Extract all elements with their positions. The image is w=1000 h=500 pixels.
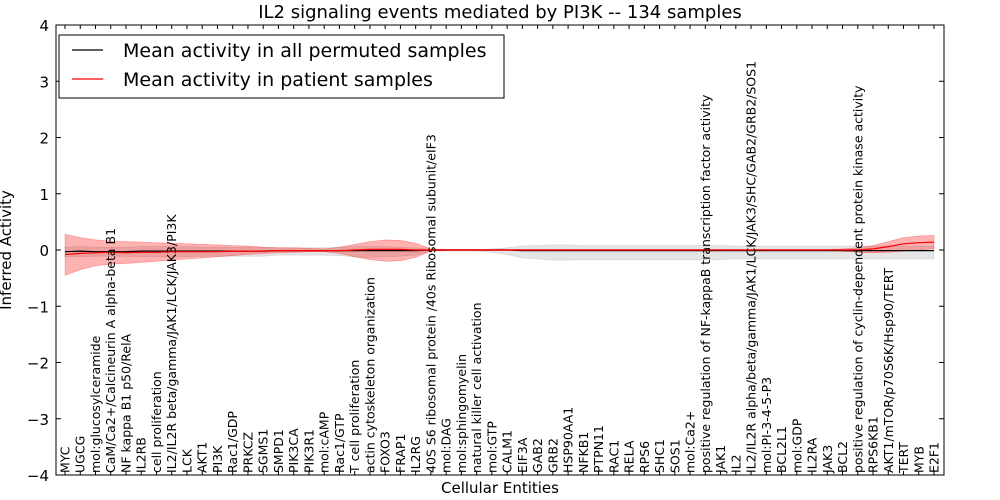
- x-tick-label: T cell proliferation: [347, 360, 362, 474]
- x-tick-label: LCK: [180, 448, 195, 473]
- x-tick-label: NF kappa B1 p50/RelA: [119, 333, 134, 473]
- series-line-patient: [64, 241, 935, 256]
- x-tick-label: EIF3A: [515, 437, 530, 473]
- x-tick-label: RPS6KB1: [866, 416, 881, 473]
- y-tick-label: −4: [27, 467, 49, 485]
- x-tick-label: SHC1: [652, 439, 667, 473]
- x-tick-label: AKT1: [195, 442, 210, 473]
- y-tick-label: −3: [27, 411, 49, 429]
- x-tick-label: FOXO3: [378, 431, 393, 473]
- x-tick-label: IL2RA: [805, 437, 820, 473]
- x-tick-label: NFKB1: [576, 432, 591, 473]
- y-tick-label: −1: [27, 298, 49, 316]
- x-tick-label: PIK3CA: [286, 428, 301, 473]
- x-tick-label: RELA: [622, 440, 637, 473]
- series-band-permuted: [64, 244, 935, 261]
- x-tick-label: PTPN11: [591, 425, 606, 473]
- x-tick-label: SMPD1: [271, 429, 286, 473]
- x-tick-label: FRAP1: [393, 434, 408, 473]
- x-tick-label: HSP90AA1: [561, 407, 576, 473]
- x-tick-label: mol:PI-3-4-5-P3: [759, 377, 774, 473]
- x-tick-label: Rac1/GTP: [332, 413, 347, 473]
- x-tick-label: cell proliferation: [149, 371, 164, 473]
- y-tick-label: 4: [39, 17, 49, 35]
- x-tick-label: mol:GDP: [789, 418, 804, 473]
- x-tick-label: BCL2L1: [774, 426, 789, 473]
- y-tick-label: 1: [39, 186, 49, 204]
- legend-label-permuted: Mean activity in all permuted samples: [123, 40, 486, 62]
- x-tick-label: GAB2: [530, 438, 545, 473]
- y-tick-label: −2: [27, 355, 49, 373]
- x-tick-label: mol:cAMP: [317, 411, 332, 473]
- x-tick-label: IL2RB: [134, 437, 149, 473]
- x-tick-label: IL2RG: [408, 436, 423, 473]
- x-tick-label: 40S S6 ribosomal protein /40s Ribosomal …: [423, 134, 438, 473]
- x-tick-label: natural killer cell activation: [469, 302, 484, 473]
- x-tick-label: GRB2: [545, 438, 560, 473]
- x-tick-label: IL2/IL2R beta/gamma/JAK1/LCK/JAK3/PI3K: [164, 214, 179, 473]
- x-tick-label: mol:Ca2+: [683, 411, 698, 473]
- x-tick-label: mol:DAG: [439, 418, 454, 473]
- x-tick-label: IL2: [728, 454, 743, 473]
- legend: Mean activity in all permuted samples Me…: [58, 34, 505, 99]
- x-tick-label: mol:GTP: [484, 421, 499, 473]
- x-tick-label: positive regulation of NF-kappaB transcr…: [698, 94, 713, 473]
- y-axis-label: Inferred Activity: [0, 190, 15, 310]
- x-tick-label: mol:sphingomyelin: [454, 354, 469, 473]
- x-tick-label: MYB: [911, 446, 926, 473]
- x-tick-label: CaM/Ca2+/Calcineurin A alpha-beta B1: [103, 228, 118, 473]
- x-tick-label: CALM1: [500, 430, 515, 473]
- x-tick-label: E2F1: [927, 442, 942, 473]
- x-tick-label: Rac1/GDP: [225, 411, 240, 473]
- x-tick-label: PIK3R1: [301, 429, 316, 473]
- x-tick-label: IL2/IL2R alpha/beta/gamma/JAK1/LCK/JAK3/…: [744, 61, 759, 473]
- x-tick-label: positive regulation of cyclin-dependent …: [850, 85, 865, 473]
- x-tick-label: AKT1/mTOR/p70S6K/Hsp90/TERT: [881, 267, 896, 473]
- y-tick-label: 3: [39, 73, 49, 91]
- x-tick-label: PRKCZ: [240, 432, 255, 473]
- y-tick-label: 2: [39, 130, 49, 148]
- series-band-patient: [64, 233, 935, 276]
- x-tick-label: BCL2: [835, 441, 850, 473]
- x-tick-label: RPS6: [637, 441, 652, 473]
- x-tick-label: JAK3: [820, 445, 835, 474]
- y-tick-label: 0: [39, 242, 49, 260]
- x-tick-label: RAC1: [606, 440, 621, 473]
- x-tick-label: JAK1: [713, 445, 728, 474]
- x-tick-label: mol:glucosylceramide: [88, 335, 103, 473]
- legend-label-patient: Mean activity in patient samples: [123, 69, 433, 91]
- chart-title: IL2 signaling events mediated by PI3K --…: [258, 2, 742, 23]
- x-axis-label: Cellular Entities: [441, 479, 559, 497]
- x-tick-label: TERT: [896, 442, 911, 474]
- x-tick-label: actin cytoskeleton organization: [362, 277, 377, 473]
- x-tick-label: SOS1: [667, 439, 682, 473]
- x-tick-label: MYC: [58, 446, 73, 473]
- x-tick-label: PI3K: [210, 445, 225, 473]
- x-tick-label: UGCG: [73, 436, 88, 473]
- x-tick-label: SGMS1: [256, 429, 271, 473]
